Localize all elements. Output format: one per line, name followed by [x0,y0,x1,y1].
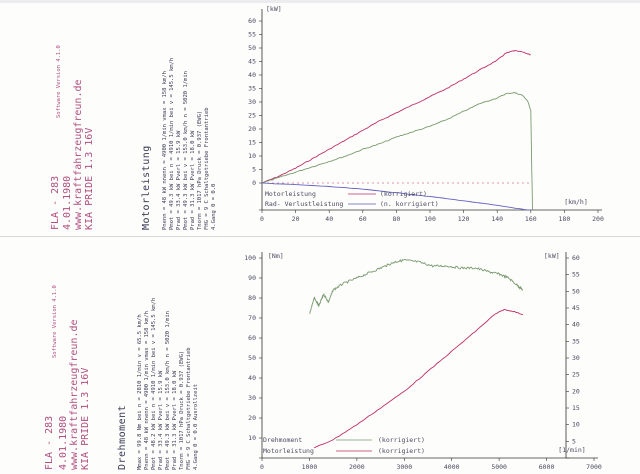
chart2-legend-note: (korrigiert) [378,447,425,455]
chart2-x-unit: [1/min] [558,446,585,454]
chart2-x-tick-label: 5000 [491,463,507,471]
chart1-y-tick-label: 35 [248,85,256,93]
chart1-y-tick-label: 15 [248,139,256,147]
chart2-x-tick-label: 2000 [349,463,365,471]
chart1-series-0 [261,50,531,184]
chart2-left-tick-label: 70 [248,314,256,322]
chart1-x-tick-label: 160 [525,215,537,223]
chart1-legend-label: Motorleistung [265,190,316,198]
chart2-right-tick-label: 35 [572,337,580,345]
chart2-series-0 [309,258,524,315]
chart1-y-tick-label: 0 [252,179,256,187]
chart1-y-tick-label: 25 [248,112,256,120]
chart2-right-tick-label: 15 [572,404,580,412]
chart2-left-tick-label: 50 [248,354,256,362]
chart2-right-tick-label: 10 [572,421,580,429]
chart2-left-tick-label: 80 [248,294,256,302]
chart1-x-tick-label: 20 [292,215,300,223]
chart1-y-tick-label: 30 [248,98,256,106]
chart2-legend-label: Motorleistung [263,447,314,455]
sheet-separator [0,236,640,237]
chart2-left-tick-label: 20 [248,414,256,422]
chart1-y-unit: [kW] [266,5,282,13]
chart1-y-tick-label: 5 [252,166,256,174]
chart1-x-tick-label: 100 [424,215,436,223]
chart2-x-tick-label: 1000 [302,463,318,471]
chart1-legend-label: Rad- Verlustleistung [265,200,343,208]
chart2-x-tick-label: 4000 [444,463,460,471]
chart1-x-tick-label: 60 [359,215,367,223]
chart1-legend-note: (n. korrigiert) [380,200,439,208]
chart1-y-tick-label: 40 [248,71,256,79]
chart2-left-tick-label: 90 [248,274,256,282]
chart2-left-unit: [Nm] [268,252,284,260]
chart2-legend-note: (korrigiert) [378,436,425,444]
chart2-right-tick-label: 25 [572,371,580,379]
chart1-y-tick-label: 60 [248,17,256,25]
chart1-x-tick-label: 0 [260,215,264,223]
chart2-x-tick-label: 0 [260,463,264,471]
chart2-left-tick-label: 60 [248,334,256,342]
chart2-right-tick-label: 5 [572,437,576,445]
chart2-legend-label: Drehmoment [263,436,302,444]
chart1-x-tick-label: 200 [592,215,604,223]
chart1-x-tick-label: 140 [491,215,503,223]
chart1-x-tick-label: 180 [559,215,571,223]
chart2-right-tick-label: 40 [572,321,580,329]
chart1-y-tick-label: 45 [248,58,256,66]
chart1-x-tick-label: 120 [458,215,470,223]
chart2-series-1 [314,309,524,449]
chart2-left-tick-label: 30 [248,394,256,402]
chart1-y-tick-label: 10 [248,152,256,160]
chart2-right-tick-label: 20 [572,387,580,395]
chart2-x-tick-label: 7000 [586,463,602,471]
chart1-x-unit: [km/h] [564,198,587,206]
chart1-legend-note: (korrigiert) [380,190,427,198]
chart1-series-1 [261,91,533,211]
chart2-right-unit: [kW] [544,252,560,260]
chart2-right-tick-label: 55 [572,271,580,279]
chart2-left-tick-label: 40 [248,374,256,382]
chart1-x-tick-label: 40 [325,215,333,223]
chart1-y-tick-label: 55 [248,31,256,39]
chart2-right-tick-label: 45 [572,304,580,312]
chart2-left-tick-label: 10 [248,434,256,442]
chart2-right-tick-label: 60 [572,254,580,262]
chart1-x-tick-label: 80 [392,215,400,223]
chart1-y-tick-label: 20 [248,125,256,133]
chart2-left-tick-label: 100 [244,254,256,262]
chart2-right-tick-label: 30 [572,354,580,362]
chart2-x-tick-label: 3000 [396,463,412,471]
chart2-x-tick-label: 6000 [539,463,555,471]
chart1-y-tick-label: 50 [248,44,256,52]
chart1-series-2 [261,182,531,211]
sheet-top-edge [0,0,640,3]
chart2-right-tick-label: 50 [572,287,580,295]
